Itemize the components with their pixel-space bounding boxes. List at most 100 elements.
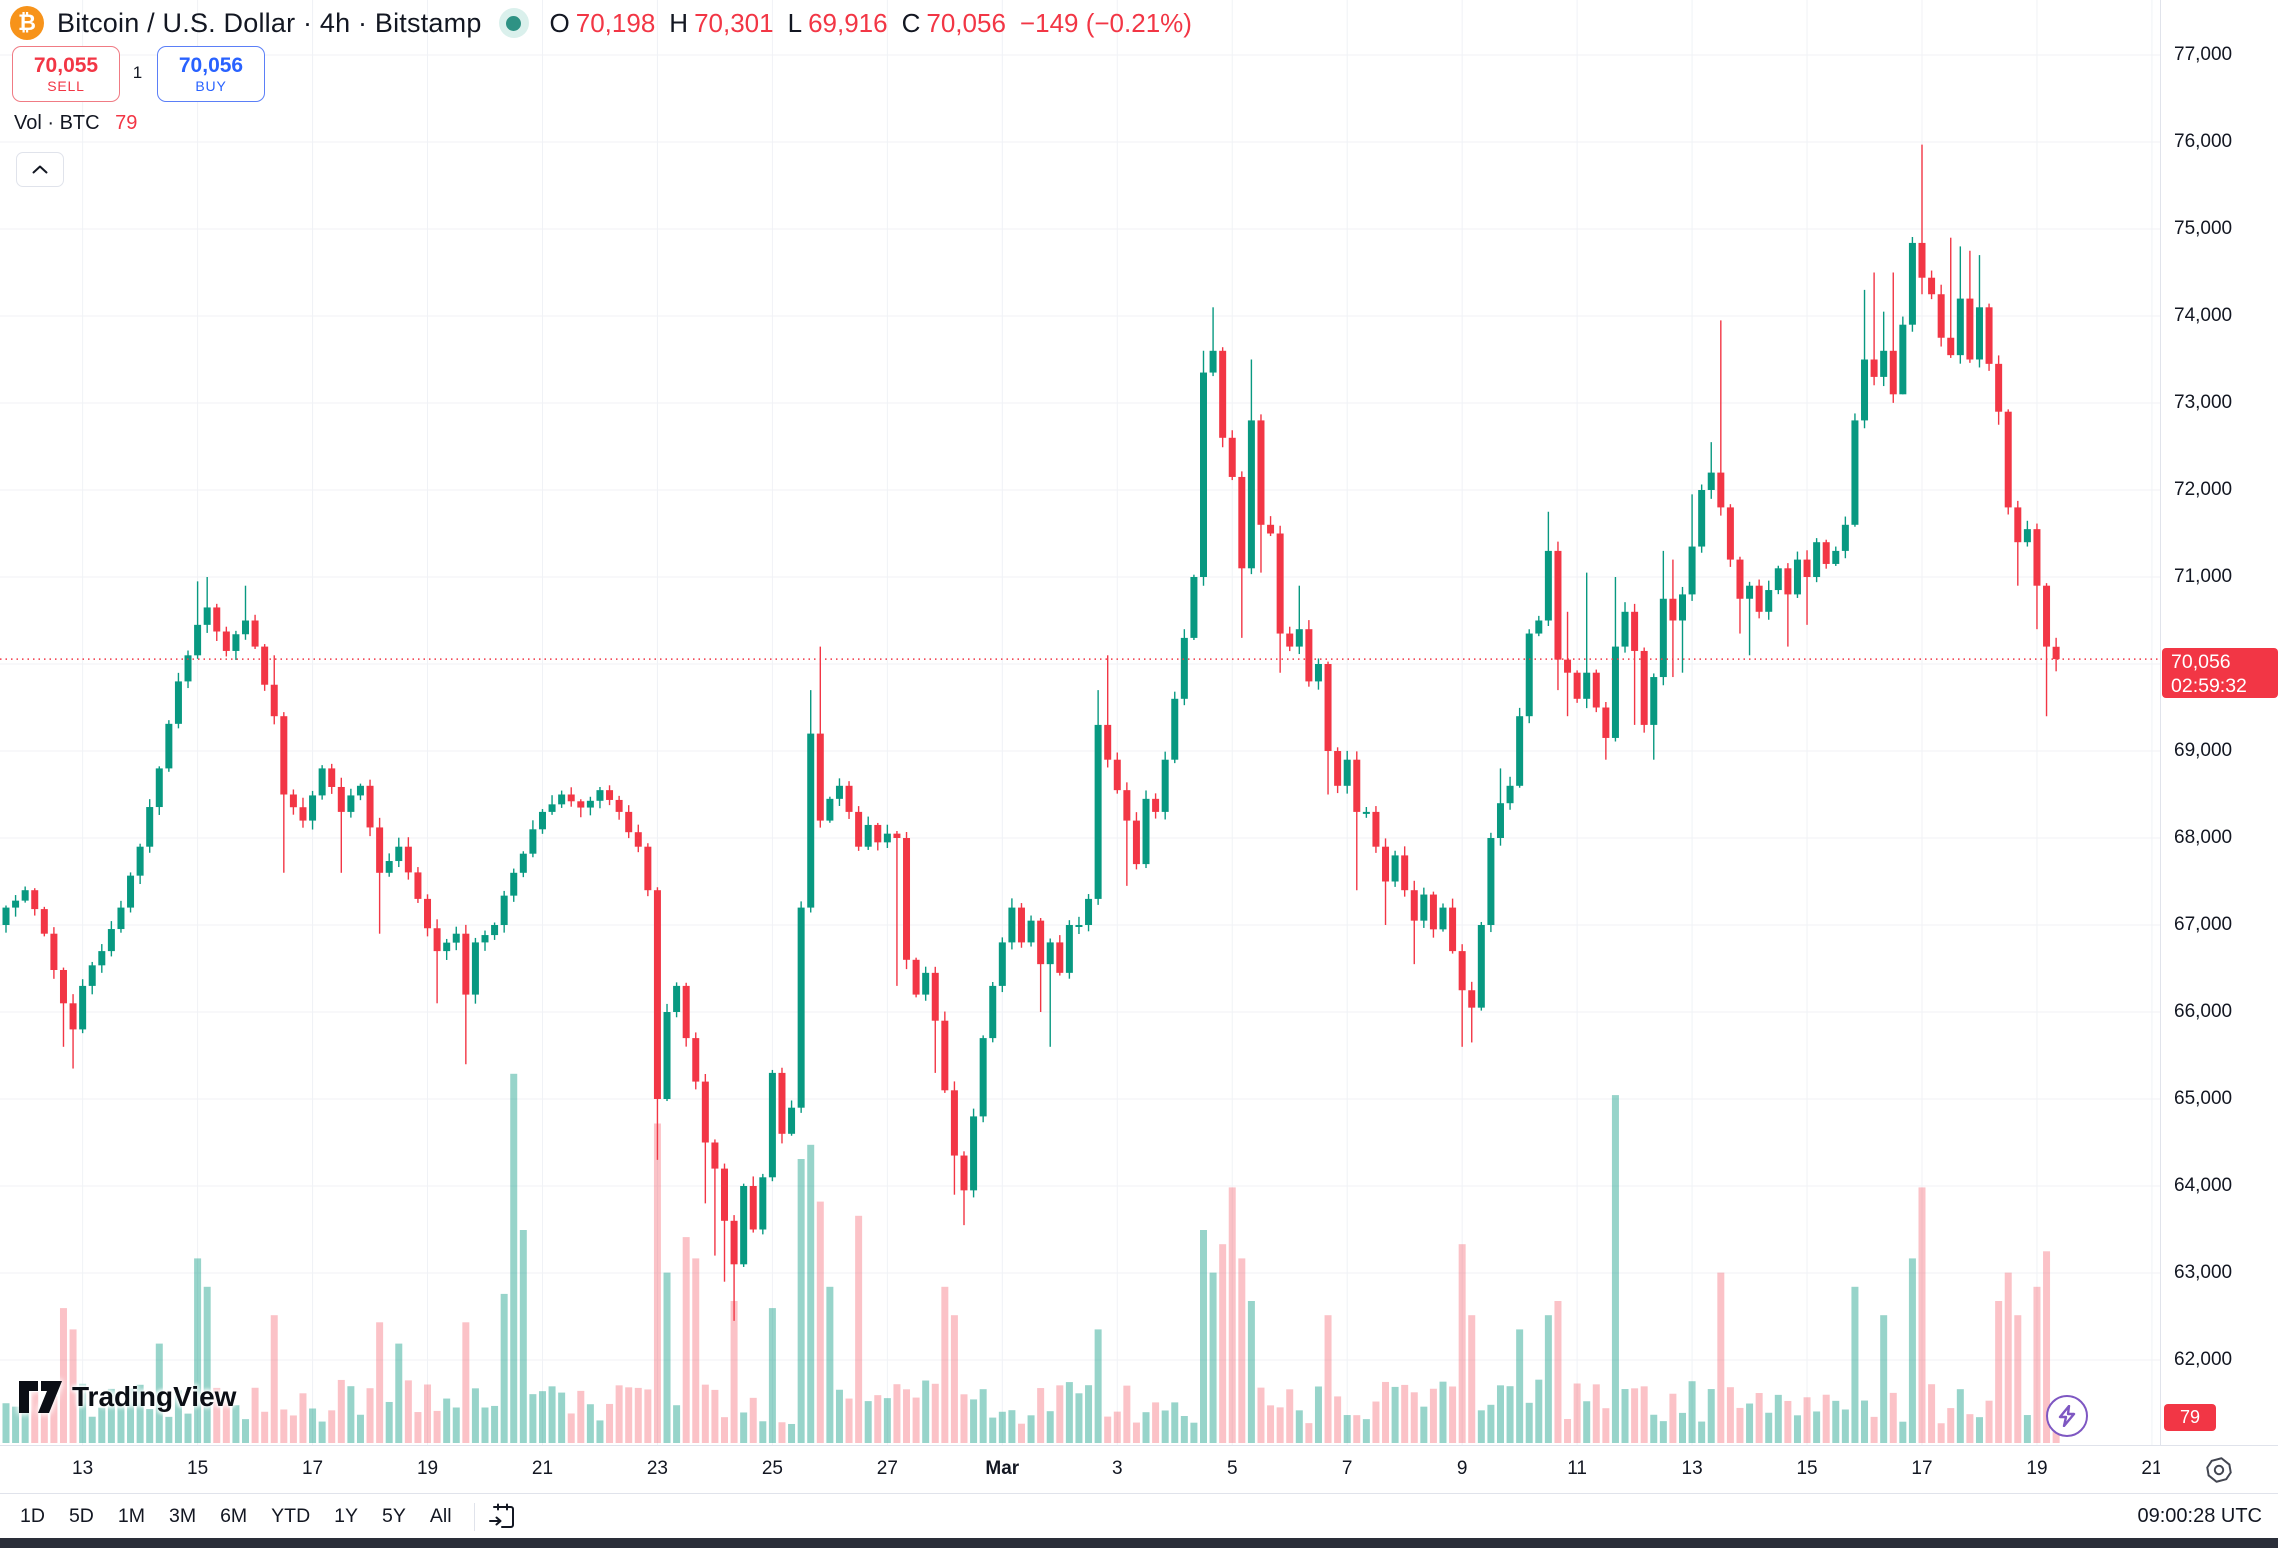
boost-button[interactable] — [2046, 1395, 2088, 1437]
volume-bar — [606, 1403, 614, 1443]
candle-body — [1535, 620, 1543, 634]
range-button-6M[interactable]: 6M — [208, 1499, 259, 1534]
range-button-1M[interactable]: 1M — [106, 1499, 157, 1534]
candle-body — [337, 786, 345, 812]
candle-body — [883, 833, 891, 843]
candle-body — [366, 785, 374, 828]
buy-button[interactable]: 70,056 BUY — [157, 46, 265, 102]
volume-bar — [1832, 1400, 1840, 1443]
candle-body — [931, 972, 939, 1021]
candle-body — [606, 790, 614, 800]
candle-body — [673, 985, 681, 1012]
candle-body — [1774, 568, 1782, 591]
candlestick-chart-area[interactable] — [0, 0, 2160, 1445]
candle-body — [107, 929, 115, 952]
volume-bar — [1592, 1384, 1600, 1443]
volume-bar — [270, 1315, 278, 1443]
candle-body — [941, 1020, 949, 1091]
range-button-1Y[interactable]: 1Y — [322, 1499, 370, 1534]
candle-body — [1803, 559, 1811, 577]
volume-bar — [1573, 1383, 1581, 1443]
candle-body — [950, 1090, 958, 1156]
market-status-icon[interactable] — [498, 8, 529, 38]
time-axis-label: 3 — [1111, 1458, 1123, 1479]
price-axis-label: 69,000 — [2174, 740, 2233, 761]
range-button-All[interactable]: All — [418, 1499, 464, 1534]
tradingview-watermark[interactable]: TradingView — [18, 1380, 236, 1414]
volume-bar — [443, 1398, 451, 1443]
volume-bar — [558, 1392, 566, 1443]
range-button-5Y[interactable]: 5Y — [370, 1499, 418, 1534]
volume-bar — [1439, 1381, 1447, 1443]
candle-body — [682, 985, 690, 1039]
exchange-clock[interactable]: 09:00:28 UTC — [2137, 1505, 2262, 1527]
volume-bar — [1793, 1415, 1801, 1443]
last-price-value: 70,056 — [2171, 651, 2231, 673]
volume-bar — [1401, 1384, 1409, 1443]
time-axis-label: Mar — [985, 1458, 1020, 1479]
range-button-5D[interactable]: 5D — [57, 1499, 106, 1534]
sell-button[interactable]: 70,055 SELL — [12, 46, 120, 102]
candle-body — [1382, 846, 1390, 882]
volume-bar — [912, 1397, 920, 1443]
volume-bar — [1152, 1402, 1160, 1443]
volume-bar — [174, 1390, 182, 1443]
volume-bar — [1247, 1301, 1255, 1443]
chart-settings-gear-icon[interactable] — [2204, 1455, 2234, 1485]
symbol-title[interactable]: Bitcoin / U.S. Dollar · 4h · Bitstamp — [57, 7, 482, 38]
candle-body — [232, 634, 240, 651]
spread-value: 1 — [132, 63, 143, 82]
volume-bar — [998, 1411, 1006, 1443]
price-scale[interactable]: 77,000 76,000 75,000 74,000 73,000 72,000 71,0… — [2160, 0, 2278, 1548]
time-axis-label: 15 — [1796, 1458, 1818, 1479]
volume-bar — [318, 1421, 326, 1443]
volume-bar — [577, 1390, 585, 1443]
volume-bar — [1487, 1404, 1495, 1443]
candle-body — [251, 620, 259, 647]
volume-bar — [471, 1388, 479, 1443]
candle-body — [261, 646, 269, 685]
candle-body — [88, 965, 96, 986]
candle-body — [1516, 716, 1524, 786]
high-label: H — [669, 7, 689, 38]
range-button-3M[interactable]: 3M — [157, 1499, 208, 1534]
candle-body — [1085, 898, 1093, 925]
open-value: 70,198 — [575, 7, 656, 38]
sell-label: SELL — [47, 78, 85, 95]
candle-body — [1238, 476, 1246, 569]
last-price-tag: 70,056 02:59:32 — [2162, 648, 2278, 698]
time-axis-label: 21 — [2141, 1458, 2160, 1479]
volume-study-row[interactable]: Vol · BTC 79 — [14, 112, 137, 135]
volume-bar — [242, 1419, 249, 1443]
collapse-panel-button[interactable] — [16, 152, 64, 187]
candle-body — [826, 798, 834, 821]
range-button-YTD[interactable]: YTD — [259, 1499, 322, 1534]
volume-bar — [1765, 1412, 1773, 1443]
candle-body — [558, 794, 566, 805]
range-button-1D[interactable]: 1D — [8, 1499, 57, 1534]
volume-bar — [69, 1329, 77, 1443]
candle-body — [1688, 546, 1696, 595]
candle-body — [1573, 672, 1581, 699]
candle-body — [634, 832, 642, 847]
candle-body — [1679, 594, 1686, 621]
candle-body — [740, 1186, 748, 1265]
candle-body — [1765, 590, 1773, 612]
go-to-date-button[interactable] — [487, 1502, 517, 1532]
volume-bar — [1717, 1272, 1725, 1443]
time-scale[interactable]: 13 15 17 19 21 23 25 27 Mar 3 5 7 9 11 13 15 17 19 21 — [0, 1445, 2278, 1494]
volume-bar — [1334, 1396, 1342, 1443]
symbol-header: ₿ Bitcoin / U.S. Dollar · 4h · Bitstamp … — [10, 6, 1192, 40]
volume-bar — [567, 1413, 575, 1443]
volume-bar — [835, 1389, 843, 1443]
candle-body — [663, 1012, 671, 1099]
volume-bar — [184, 1413, 192, 1443]
volume-bar — [1180, 1416, 1188, 1443]
volume-bar — [1583, 1401, 1591, 1443]
price-axis-label: 66,000 — [2174, 1001, 2233, 1022]
volume-bar — [768, 1308, 776, 1443]
candle-body — [1554, 550, 1562, 660]
volume-bar — [1554, 1301, 1562, 1443]
candle-body — [1286, 633, 1294, 647]
